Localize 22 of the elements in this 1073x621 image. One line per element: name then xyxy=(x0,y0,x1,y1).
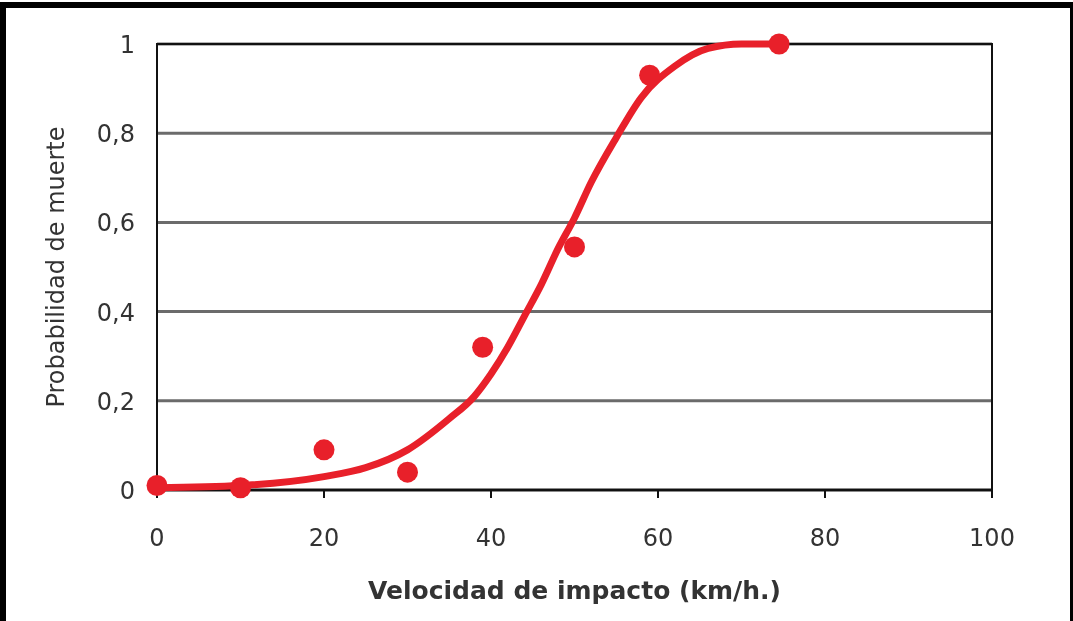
point xyxy=(472,336,494,358)
x-tick-label: 60 xyxy=(642,524,674,552)
x-tick-label: 0 xyxy=(149,524,165,552)
y-tick-label: 0,2 xyxy=(96,387,135,416)
point xyxy=(313,439,335,461)
y-tick-label: 1 xyxy=(119,31,135,59)
y-tick-label: 0,4 xyxy=(96,298,135,327)
x-tick-label: 40 xyxy=(475,524,507,552)
y-tick-label: 0 xyxy=(119,477,135,505)
point xyxy=(564,236,585,258)
y-tick-label: 0,6 xyxy=(96,209,135,238)
point xyxy=(397,461,418,483)
point xyxy=(639,64,661,86)
y-tick-label: 0,8 xyxy=(96,120,135,149)
x-tick-label: 20 xyxy=(308,524,340,552)
x-tick-label: 80 xyxy=(809,524,841,552)
point xyxy=(230,477,251,499)
y-axis-title: Probabilidad de muerte xyxy=(42,126,70,408)
x-axis-title: Velocidad de impacto (km/h.) xyxy=(368,576,781,605)
x-tick-label: 100 xyxy=(969,524,1015,552)
point xyxy=(768,33,790,55)
point xyxy=(146,475,168,497)
